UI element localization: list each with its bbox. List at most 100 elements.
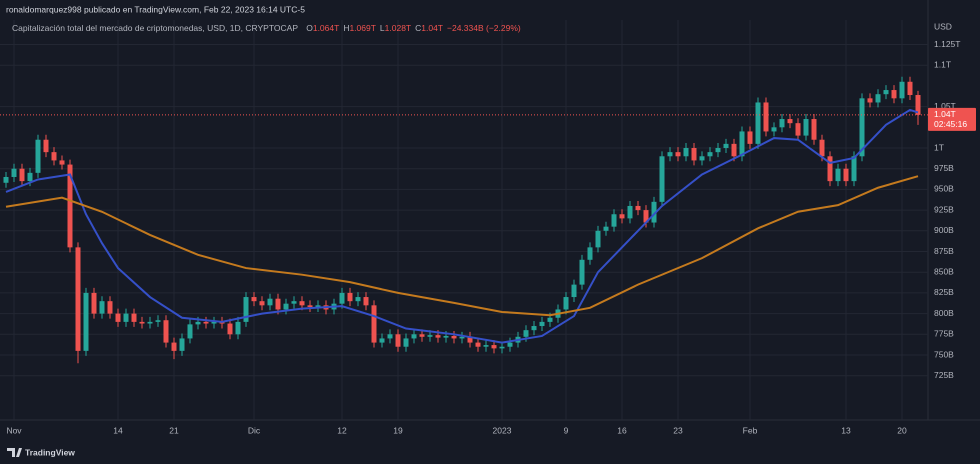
x-tick-label: 12	[337, 425, 347, 435]
x-tick-label: 2023	[493, 425, 512, 435]
candle-body	[395, 334, 401, 347]
legend: Capitalización total del mercado de crip…	[12, 23, 521, 33]
legend-key: H	[343, 23, 349, 33]
candle-body	[619, 214, 625, 219]
candle-body	[795, 123, 801, 136]
legend-key: C	[415, 23, 421, 33]
candle-body	[203, 321, 209, 324]
logo	[7, 448, 22, 457]
y-tick-label: 1.1T	[934, 59, 951, 69]
x-tick-label: 13	[841, 425, 851, 435]
candle-body	[187, 324, 193, 339]
candle-body	[811, 119, 817, 140]
candle-body	[651, 201, 657, 223]
candle-body	[819, 139, 825, 157]
price-tag-label: 1.04T	[934, 109, 956, 119]
candle-body	[59, 160, 65, 165]
x-tick-label: 20	[897, 425, 907, 435]
y-tick-label: 900B	[934, 225, 954, 235]
candle-body	[595, 230, 601, 248]
candle-body	[427, 335, 433, 337]
countdown: 02:45:16	[934, 119, 967, 129]
candle-body	[315, 305, 321, 307]
candle-body	[227, 323, 233, 335]
currency: USD	[934, 21, 952, 31]
candle-body	[723, 143, 729, 149]
candle-body	[195, 321, 201, 325]
title: Capitalización total del mercado de crip…	[12, 23, 298, 33]
candle-body	[891, 90, 897, 99]
candle-body	[763, 102, 769, 132]
candle-body	[883, 90, 889, 95]
candle-body	[179, 338, 185, 351]
ma-line	[5, 108, 919, 344]
x-tick-label: Feb	[743, 425, 758, 435]
candle-body	[299, 301, 305, 306]
x-tick-label: Nov	[6, 425, 22, 435]
publisher: ronaldomarquez998 publicado en TradingVi…	[6, 4, 305, 14]
candle-body	[531, 326, 537, 331]
x-tick-label: 9	[564, 425, 569, 435]
candle-body	[499, 346, 505, 349]
candle-body	[275, 298, 281, 310]
candle-body	[107, 301, 113, 314]
candle-body	[435, 335, 441, 338]
candle-body	[307, 305, 313, 307]
candle-body	[35, 139, 41, 173]
candle-body	[747, 131, 753, 144]
candle-body	[459, 336, 465, 339]
candle-body	[699, 156, 705, 161]
x-tick-label: 14	[113, 425, 123, 435]
x-tick-label: 16	[617, 425, 627, 435]
candle-body	[155, 320, 161, 322]
candle-body	[667, 152, 673, 157]
candle-body	[523, 330, 529, 337]
footer: TradingView	[25, 447, 75, 457]
y-tick-label: 825B	[934, 287, 954, 297]
candle-body	[803, 119, 809, 136]
candle-body	[147, 321, 153, 324]
candle-body	[355, 297, 361, 302]
candle-body	[75, 247, 81, 351]
candle-body	[715, 148, 721, 153]
candle-body	[387, 334, 393, 339]
legend-value: 1.04T	[421, 23, 443, 33]
candle-body	[787, 119, 793, 124]
candle-body	[91, 292, 97, 314]
candle-body	[475, 342, 481, 347]
candle-body	[3, 176, 9, 183]
candle-body	[363, 297, 369, 306]
candle-body	[419, 334, 425, 337]
candle-body	[843, 168, 849, 182]
footer-logo: TradingView	[7, 447, 75, 457]
candle-body	[603, 226, 609, 231]
candle-body	[827, 156, 833, 182]
candle-body	[547, 317, 553, 322]
candle-body	[675, 152, 681, 157]
candle-body	[371, 305, 377, 343]
candle-body	[163, 320, 169, 343]
candle-body	[755, 102, 761, 144]
candle-body	[11, 168, 17, 177]
candle-body	[451, 335, 457, 339]
candle-body	[683, 148, 689, 157]
candle-body	[403, 338, 409, 347]
candle-body	[507, 342, 513, 347]
candle-body	[835, 168, 841, 182]
candle-body	[211, 321, 217, 324]
candle-body	[635, 205, 641, 211]
candle-body	[283, 303, 289, 310]
y-tick-label: 925B	[934, 204, 954, 214]
candle-body	[739, 131, 745, 157]
candle-body	[491, 345, 497, 349]
candle-body	[859, 98, 865, 157]
candle-body	[539, 321, 545, 327]
candle-body	[771, 127, 777, 132]
legend-change: −24.334B (−2.29%)	[447, 23, 521, 33]
candle-body	[347, 292, 353, 302]
candle-body	[731, 143, 737, 157]
candle-body	[171, 342, 177, 351]
legend-value: 1.028T	[385, 23, 411, 33]
candle-body	[899, 81, 905, 99]
